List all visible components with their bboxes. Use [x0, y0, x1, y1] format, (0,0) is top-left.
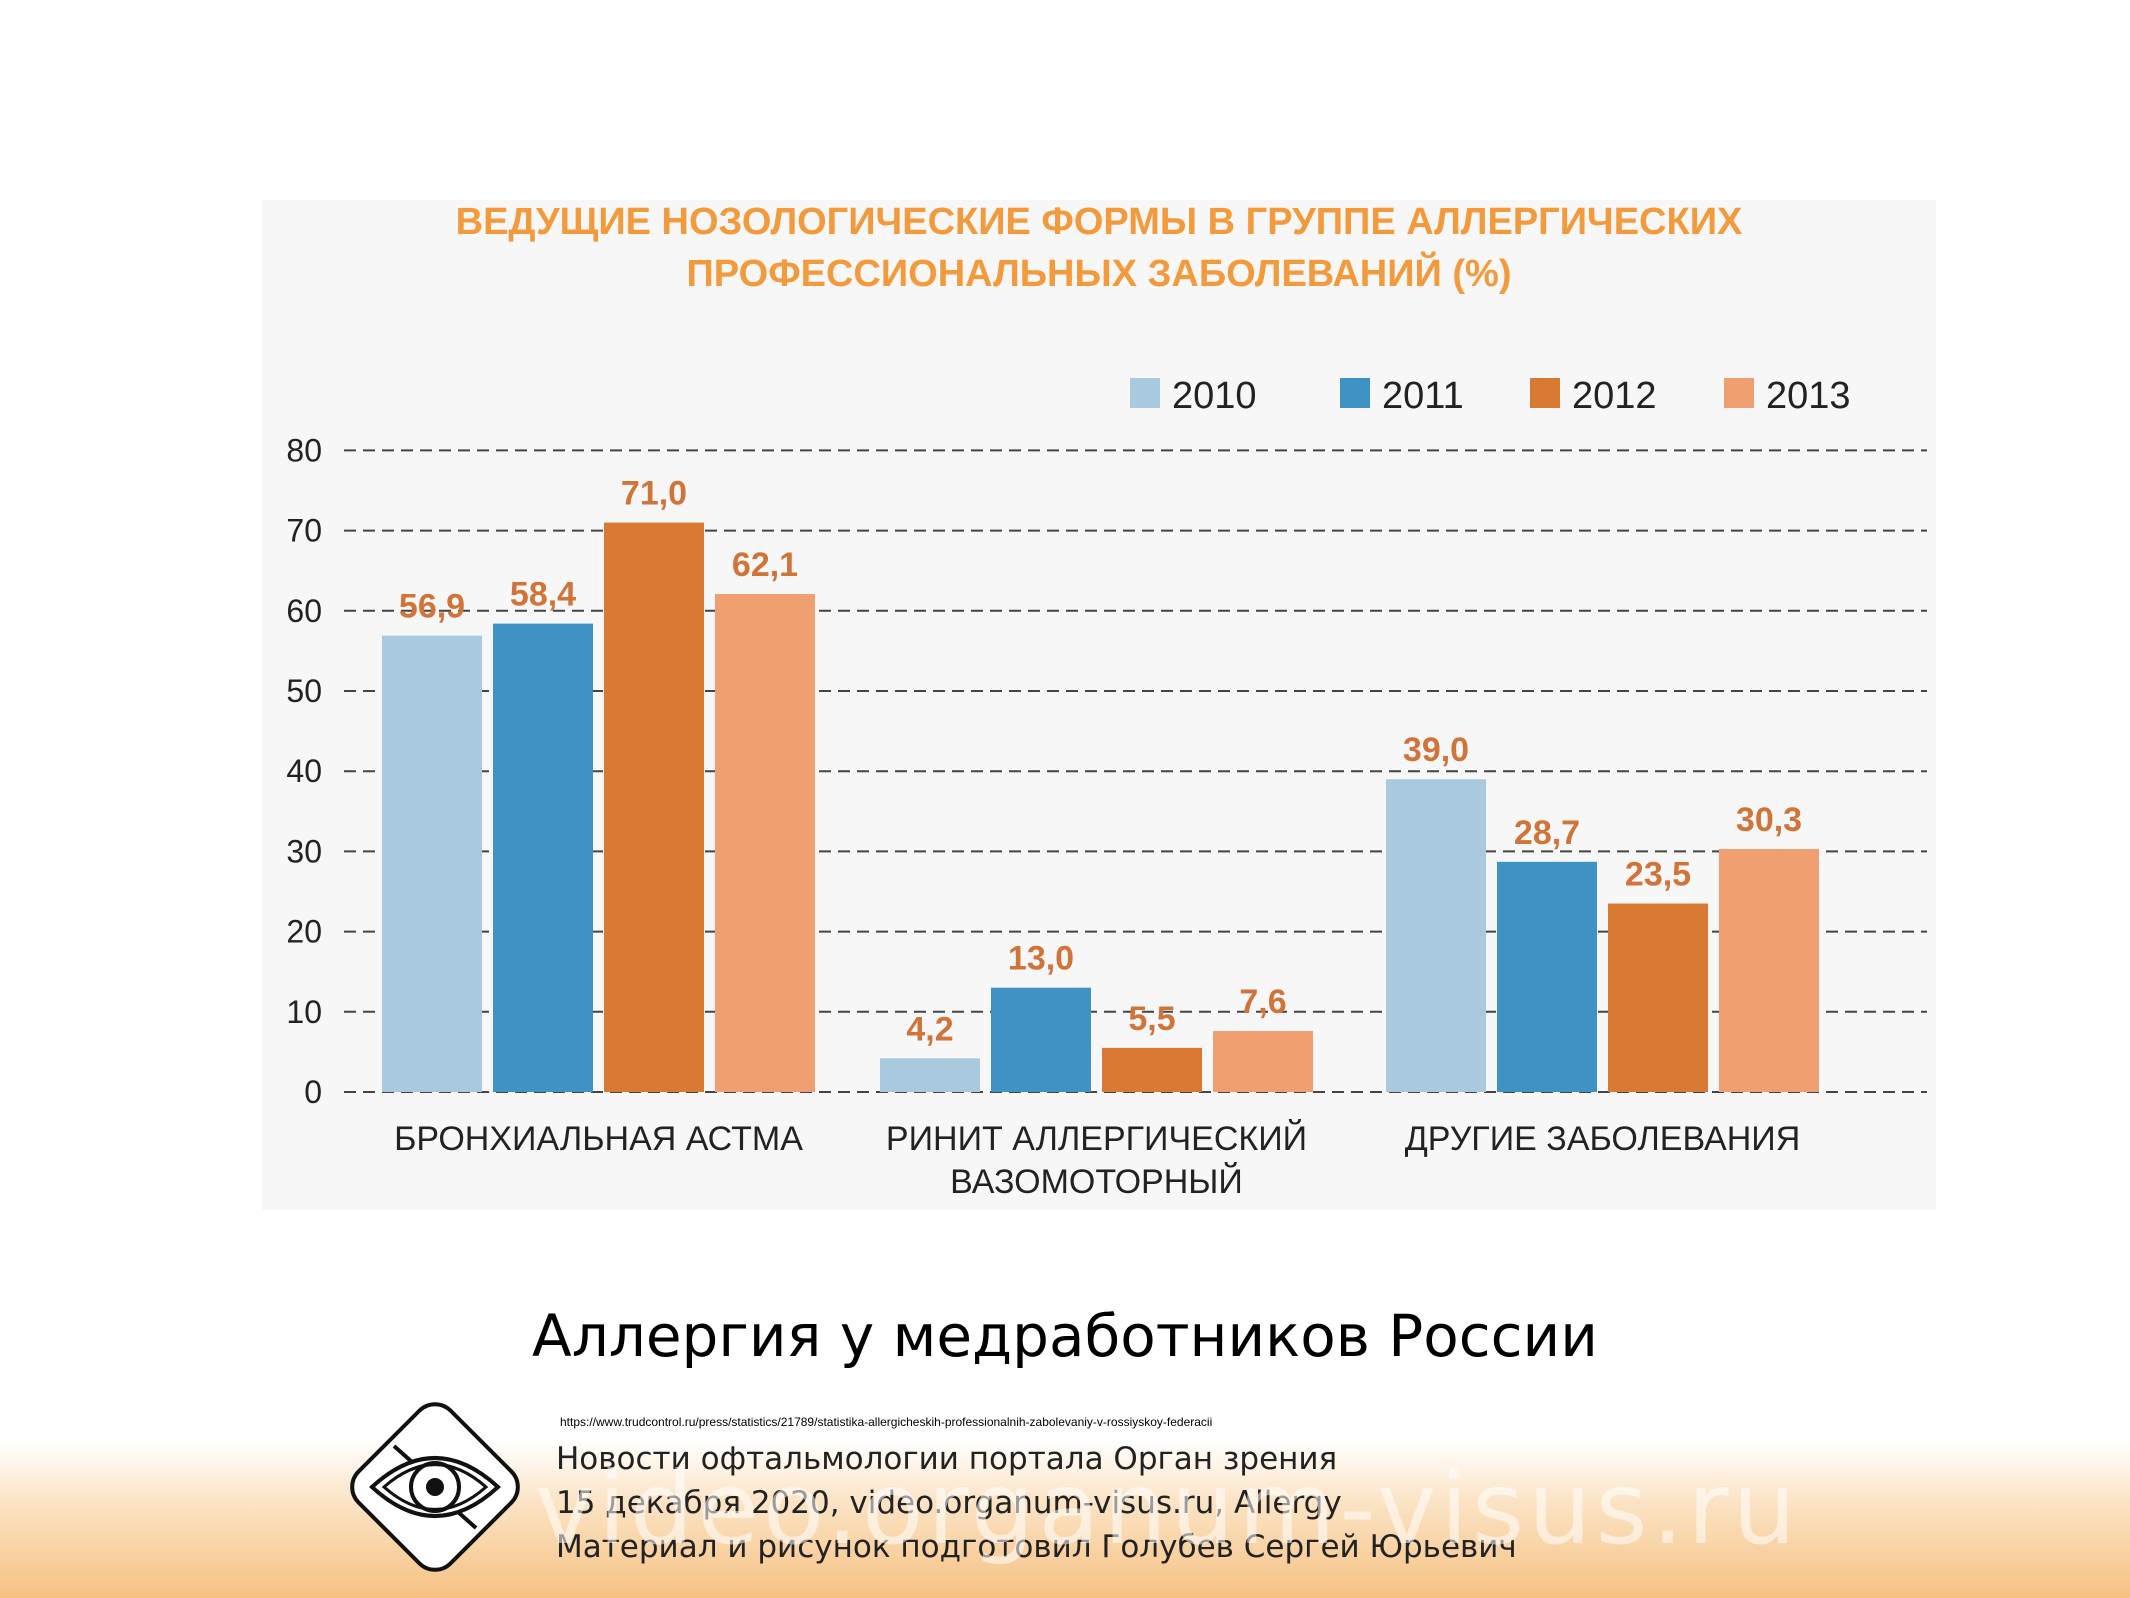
- bar: [382, 635, 482, 1092]
- eye-logo-icon: [350, 1402, 520, 1572]
- bar: [1608, 903, 1708, 1092]
- y-tick-label: 10: [286, 994, 322, 1030]
- legend-label: 2013: [1766, 375, 1851, 417]
- data-label: 58,4: [510, 576, 576, 614]
- y-tick-label: 20: [286, 914, 322, 950]
- legend-label: 2011: [1382, 375, 1464, 417]
- bar: [991, 987, 1091, 1092]
- bar: [604, 522, 704, 1092]
- credits: Новости офтальмологии портала Орган зрен…: [556, 1437, 1517, 1569]
- bar: [1386, 779, 1486, 1092]
- slide-title: Аллергия у медработников России: [532, 1302, 1598, 1370]
- legend-label: 2010: [1172, 375, 1257, 417]
- category-label: БРОНХИАЛЬНАЯ АСТМА: [394, 1120, 803, 1158]
- y-tick-label: 0: [304, 1074, 322, 1110]
- legend-swatch: [1340, 378, 1370, 408]
- legend-swatch: [1130, 378, 1160, 408]
- category-label: ДРУГИЕ ЗАБОЛЕВАНИЯ: [1405, 1120, 1801, 1158]
- category-label: РИНИТ АЛЛЕРГИЧЕСКИЙ: [886, 1120, 1307, 1158]
- data-label: 62,1: [732, 546, 798, 584]
- y-tick-label: 30: [286, 833, 322, 869]
- data-label: 7,6: [1239, 983, 1286, 1021]
- y-tick-label: 70: [286, 513, 322, 549]
- bar: [1719, 848, 1819, 1092]
- chart-title: ВЕДУЩИЕ НОЗОЛОГИЧЕСКИЕ ФОРМЫ В ГРУППЕ АЛ…: [456, 201, 1743, 243]
- y-tick-label: 50: [286, 673, 322, 709]
- credit-line: 15 декабря 2020, video.organum-visus.ru,…: [556, 1485, 1342, 1521]
- source-url[interactable]: https://www.trudcontrol.ru/press/statist…: [560, 1415, 1213, 1429]
- bottom-gradient: [0, 1440, 2130, 1598]
- watermark: video.organum-visus.ru: [535, 1450, 1800, 1567]
- data-label: 30,3: [1736, 801, 1802, 839]
- y-tick-label: 60: [286, 593, 322, 629]
- legend-label: 2012: [1572, 375, 1657, 417]
- data-label: 56,9: [399, 588, 465, 626]
- category-label: ВАЗОМОТОРНЫЙ: [950, 1163, 1243, 1201]
- y-tick-label: 80: [286, 432, 322, 468]
- credit-line: Материал и рисунок подготовил Голубев Се…: [556, 1529, 1517, 1565]
- bar: [493, 623, 593, 1092]
- bar-chart: ВЕДУЩИЕ НОЗОЛОГИЧЕСКИЕ ФОРМЫ В ГРУППЕ АЛ…: [286, 201, 1927, 1201]
- chart-title: ПРОФЕССИОНАЛЬНЫХ ЗАБОЛЕВАНИЙ (%): [686, 250, 1511, 295]
- data-label: 4,2: [906, 1010, 953, 1048]
- data-label: 39,0: [1403, 731, 1469, 769]
- bar: [1213, 1031, 1313, 1092]
- bar: [1497, 861, 1597, 1092]
- bar: [880, 1058, 980, 1092]
- data-label: 13,0: [1008, 940, 1074, 978]
- data-label: 71,0: [621, 475, 687, 513]
- y-tick-label: 40: [286, 753, 322, 789]
- data-label: 23,5: [1625, 856, 1691, 894]
- credit-line: Новости офтальмологии портала Орган зрен…: [556, 1441, 1338, 1477]
- data-label: 28,7: [1514, 814, 1580, 852]
- data-label: 5,5: [1128, 1000, 1175, 1038]
- bar: [715, 593, 815, 1092]
- legend-swatch: [1530, 378, 1560, 408]
- bar: [1102, 1047, 1202, 1092]
- legend-swatch: [1724, 378, 1754, 408]
- chart-panel: ВЕДУЩИЕ НОЗОЛОГИЧЕСКИЕ ФОРМЫ В ГРУППЕ АЛ…: [262, 200, 1936, 1210]
